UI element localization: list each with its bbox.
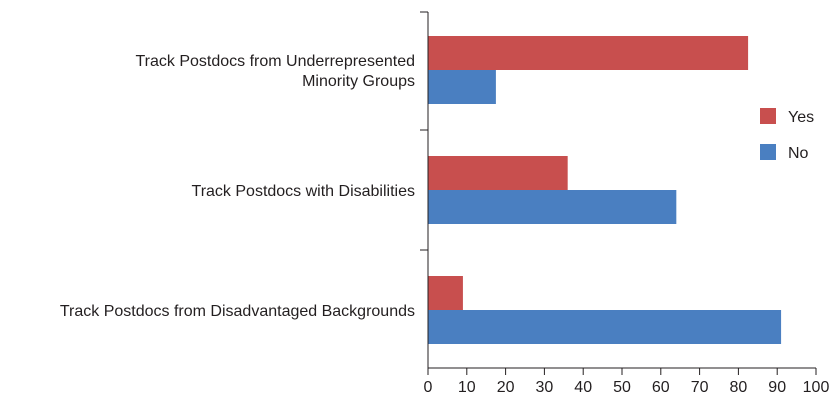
x-tick-label-60: 60 xyxy=(652,379,670,396)
x-tick-label-30: 30 xyxy=(536,379,554,396)
legend: Yes No xyxy=(760,108,814,162)
bars-layer xyxy=(428,36,782,344)
bar-no-2 xyxy=(428,310,782,344)
x-tick-label-20: 20 xyxy=(497,379,515,396)
category-label-1-line-0: Track Postdocs with Disabilities xyxy=(192,183,415,200)
bar-yes-2 xyxy=(428,276,463,310)
x-tick-label-90: 90 xyxy=(768,379,786,396)
legend-label-yes: Yes xyxy=(788,109,814,126)
category-label-0-line-1: Minority Groups xyxy=(302,73,415,90)
axes-layer: 0 10 20 30 40 50 60 70 80 90 100 xyxy=(420,11,830,396)
x-tick-label-10: 10 xyxy=(458,379,476,396)
bar-no-0 xyxy=(428,70,496,104)
legend-swatch-no xyxy=(760,144,776,160)
legend-swatch-yes xyxy=(760,108,776,124)
x-tick-label-100: 100 xyxy=(803,379,830,396)
category-label-0-line-0: Track Postdocs from Underrepresented xyxy=(135,53,415,70)
bar-yes-1 xyxy=(428,156,568,190)
category-label-2-line-0: Track Postdocs from Disadvantaged Backgr… xyxy=(60,303,415,320)
x-tick-label-70: 70 xyxy=(691,379,709,396)
bar-no-1 xyxy=(428,190,677,224)
x-tick-label-50: 50 xyxy=(613,379,631,396)
x-tick-label-80: 80 xyxy=(730,379,748,396)
x-tick-label-0: 0 xyxy=(424,379,433,396)
legend-label-no: No xyxy=(788,145,809,162)
x-tick-label-40: 40 xyxy=(574,379,592,396)
bar-yes-0 xyxy=(428,36,749,70)
category-labels: Track Postdocs from Underrepresented Mino… xyxy=(60,53,415,320)
